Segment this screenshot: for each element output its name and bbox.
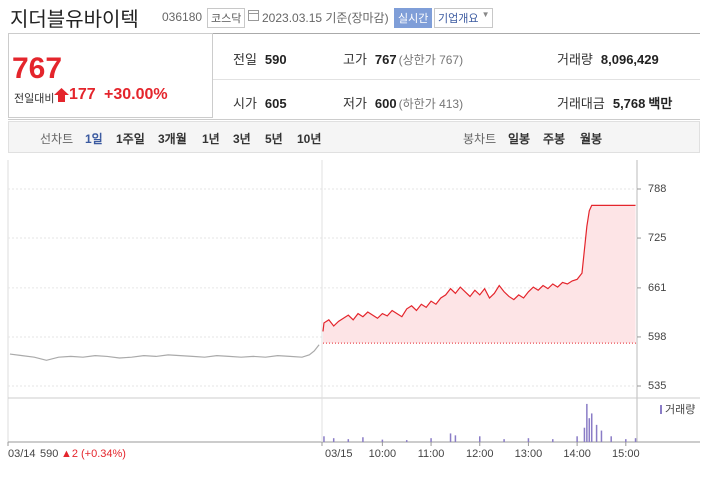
volume-bar xyxy=(590,413,593,442)
tab-bar xyxy=(8,121,700,153)
x-tick-label: 15:00 xyxy=(612,448,640,460)
change: 177 xyxy=(69,86,96,103)
quote-panel xyxy=(8,33,700,120)
tab[interactable]: 5년 xyxy=(265,132,283,146)
y-tick-label: 535 xyxy=(648,380,666,392)
y-tick-label: 661 xyxy=(648,282,666,294)
stat-value: 590 xyxy=(264,52,287,67)
stat-unit: 백만 xyxy=(648,96,673,111)
stock-code: 036180 xyxy=(162,10,203,24)
volume-bar xyxy=(405,440,408,442)
volume-bar xyxy=(586,403,588,442)
volume-bar xyxy=(625,439,627,442)
market-badge: 코스닥 xyxy=(207,8,246,28)
stock-name: 지더블유바이텍 xyxy=(10,9,139,31)
stat-value: 600 xyxy=(374,96,397,111)
stat: 고가 767 (상한가 767) xyxy=(343,49,463,68)
price-line xyxy=(322,204,636,332)
stat-value: 5,768 xyxy=(612,96,646,111)
tab[interactable]: 주봉 xyxy=(543,132,566,146)
volume-bar xyxy=(323,436,325,442)
volume-bar xyxy=(595,424,598,442)
x-tick-label: 03/15 xyxy=(325,448,353,460)
volume-bar xyxy=(381,439,384,442)
volume-bar xyxy=(576,436,578,442)
stat-label: 고가 xyxy=(343,52,367,67)
tab[interactable]: 1년 xyxy=(202,132,220,146)
stat-note: (상한가 767) xyxy=(398,53,464,67)
tab[interactable]: 일봉 xyxy=(508,132,531,146)
volume-bar xyxy=(552,439,554,442)
x-tick-label: 12:00 xyxy=(466,448,494,460)
x-tick-label: 13:00 xyxy=(515,448,543,460)
volume-bar xyxy=(600,430,603,442)
company-info-button[interactable]: 기업개요 ▼ xyxy=(434,8,494,28)
stat-label: 시가 xyxy=(233,96,257,111)
prev-change: ▲2 xyxy=(61,448,78,460)
change-pct: +30.00% xyxy=(104,86,168,103)
y-tick-label: 788 xyxy=(648,183,666,195)
tab[interactable]: 3개월 xyxy=(158,132,187,146)
stat-value: 605 xyxy=(264,96,287,111)
volume-bar xyxy=(479,436,481,442)
volume-bar xyxy=(610,436,612,442)
legend-swatch xyxy=(660,405,662,414)
stat: 시가 605 xyxy=(233,93,287,112)
y-tick-label: 725 xyxy=(648,232,666,244)
stat-label: 전일 xyxy=(233,52,257,67)
stat-note: (하한가 413) xyxy=(398,97,464,111)
tab[interactable]: 10년 xyxy=(297,132,322,146)
change-label: 전일대비 xyxy=(14,93,55,105)
x-tick-label: 11:00 xyxy=(418,448,445,460)
area xyxy=(322,205,636,344)
volume-bar xyxy=(588,418,591,442)
x-tick-label: 10:00 xyxy=(369,448,397,460)
stat-label: 저가 xyxy=(343,96,367,111)
stat-value: 8,096,429 xyxy=(600,52,659,67)
company-info-label: 기업개요 xyxy=(438,13,479,25)
stat-label: 거래량 xyxy=(557,52,593,67)
volume-bar xyxy=(347,439,350,442)
volume-bar xyxy=(527,438,530,442)
prev-price: 590 xyxy=(40,448,58,460)
tab[interactable]: 월봉 xyxy=(580,132,603,146)
x-tick-label: 03/14 xyxy=(8,448,36,460)
tab[interactable]: 1일 xyxy=(85,132,103,146)
volume-bar xyxy=(503,439,505,442)
volume-bar xyxy=(430,438,432,442)
stat: 거래량 8,096,429 xyxy=(557,49,659,68)
prev-change-pct: (+0.34%) xyxy=(81,448,126,460)
date: 2023.03.15 기준(장마감) xyxy=(262,11,389,25)
tab[interactable]: 1주일 xyxy=(116,132,145,146)
volume-bar xyxy=(454,435,457,442)
tab-group-label: 선차트 xyxy=(40,132,74,146)
calendar-icon xyxy=(248,10,259,21)
up-icon xyxy=(54,88,69,102)
price-line xyxy=(9,344,320,361)
volume-bar xyxy=(583,427,586,442)
stat-value: 767 xyxy=(374,52,397,67)
stat: 전일 590 xyxy=(233,49,287,68)
tab[interactable]: 3년 xyxy=(233,132,251,146)
legend-label: 거래량 xyxy=(665,403,695,416)
volume-bar xyxy=(634,438,637,442)
volume-bar xyxy=(332,438,335,442)
realtime-button[interactable]: 실시간 xyxy=(394,8,433,28)
stat-label: 거래대금 xyxy=(557,96,605,111)
stat: 거래대금 5,768 백만 xyxy=(557,93,672,112)
tab-group-label: 봉차트 xyxy=(463,132,497,146)
y-tick-label: 598 xyxy=(648,331,666,343)
divider xyxy=(213,79,700,80)
stat: 저가 600 (하한가 413) xyxy=(343,93,463,112)
price: 767 xyxy=(12,52,63,85)
volume-bar xyxy=(449,433,452,442)
price-box xyxy=(8,33,213,118)
volume-bar xyxy=(362,437,364,442)
x-tick-label: 14:00 xyxy=(563,448,591,460)
